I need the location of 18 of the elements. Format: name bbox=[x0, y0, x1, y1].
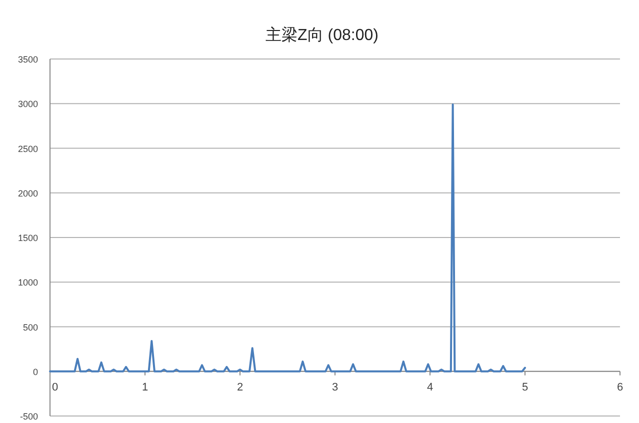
y-tick-label: 2000 bbox=[18, 188, 38, 198]
y-tick-label: 3500 bbox=[18, 54, 38, 64]
y-tick-label: 500 bbox=[22, 322, 38, 332]
y-tick-label: 1000 bbox=[18, 278, 38, 288]
x-tick-label: 6 bbox=[616, 381, 624, 394]
x-tick-label: 5 bbox=[522, 381, 528, 394]
y-tick-label: 3000 bbox=[18, 99, 38, 110]
y-tick-label: -500 bbox=[20, 412, 38, 422]
x-tick-label: 3 bbox=[332, 381, 338, 394]
x-tick-label: 0 bbox=[52, 381, 58, 394]
x-tick-label: 4 bbox=[426, 381, 434, 394]
y-tick-label: 2500 bbox=[18, 144, 38, 154]
y-tick-label: 1500 bbox=[18, 233, 38, 243]
x-tick-label: 2 bbox=[236, 381, 244, 394]
chart-title: 主梁Z向 (08:00) bbox=[266, 26, 378, 44]
x-tick-label: 1 bbox=[142, 381, 148, 394]
line-series bbox=[49, 104, 526, 372]
y-tick-label: 0 bbox=[32, 366, 38, 377]
